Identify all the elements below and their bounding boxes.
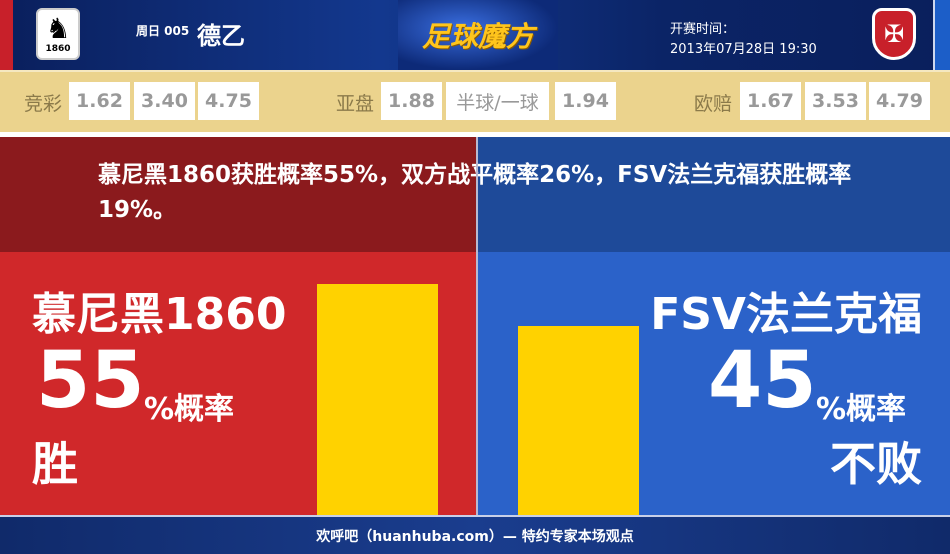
- blue-stripe: [933, 0, 950, 70]
- yapan-handicap: 半球/一球: [446, 82, 549, 120]
- prediction-summary: 慕尼黑1860获胜概率55%，双方战平概率26%，FSV法兰克福获胜概率19%。: [98, 162, 852, 223]
- oupei-label: 欧赔: [694, 93, 733, 115]
- jingcai-odd: 4.75: [198, 82, 259, 120]
- oupei-odd: 3.53: [805, 82, 866, 120]
- away-percent-suffix: %概率: [816, 392, 907, 427]
- lion-crest-icon: ♞: [45, 12, 71, 45]
- yapan-odd: 1.94: [555, 82, 616, 120]
- home-team-logo: ♞ 1860: [36, 8, 80, 60]
- yapan-odd: 1.88: [381, 82, 442, 120]
- divider: [476, 137, 478, 515]
- away-probability-bar: [518, 326, 639, 515]
- summary-bg-right: [478, 137, 950, 252]
- away-outcome: 不败: [830, 437, 922, 491]
- home-outcome: 胜: [32, 437, 78, 491]
- away-team-logo: ✠: [872, 8, 916, 60]
- yapan-label: 亚盘: [336, 93, 375, 115]
- red-stripe: [0, 0, 13, 70]
- home-probability-bar: [317, 284, 438, 515]
- jingcai-odd: 3.40: [134, 82, 195, 120]
- league-name: 德乙: [197, 22, 245, 50]
- jingcai-odd: 1.62: [69, 82, 130, 120]
- home-percent: 55: [36, 336, 145, 426]
- home-percent-suffix: %概率: [144, 392, 235, 427]
- kickoff-label: 开赛时间：: [670, 22, 736, 37]
- home-team-name: 慕尼黑1860: [32, 289, 287, 340]
- oupei-odd: 1.67: [740, 82, 801, 120]
- match-round: 周日 005: [136, 24, 190, 38]
- kickoff-time: 2013年07月28日 19:30: [670, 42, 817, 57]
- brand-logo: 足球魔方: [398, 0, 558, 70]
- away-team-name: FSV法兰克福: [650, 289, 922, 340]
- logo-year: 1860: [45, 44, 71, 54]
- summary-bg-left: [0, 137, 478, 252]
- away-percent: 45: [708, 336, 817, 426]
- jingcai-label: 竞彩: [24, 93, 63, 115]
- footer: 欢呼吧（huanhuba.com）— 特约专家本场观点: [0, 515, 950, 554]
- oupei-odd: 4.79: [869, 82, 930, 120]
- eagle-crest-icon: ✠: [883, 20, 905, 48]
